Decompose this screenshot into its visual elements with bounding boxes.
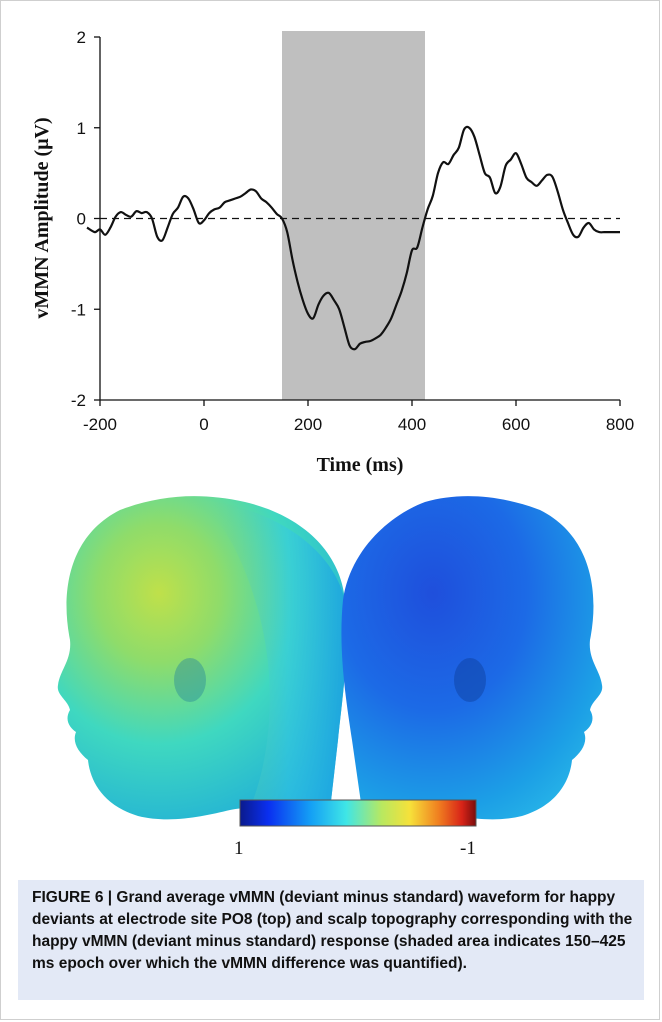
x-tick-label: 200 [294, 415, 322, 434]
y-tick-label: -2 [71, 391, 86, 410]
left-head-topography [57, 496, 347, 820]
y-tick-label: 0 [77, 210, 86, 229]
waveform-chart: 2 1 0 -1 -2 -200 0 200 400 600 800 vMMN Amplitude… [31, 28, 634, 476]
y-tick-label: 2 [77, 28, 86, 47]
x-tick-label: 400 [398, 415, 426, 434]
x-tick-label: -200 [83, 415, 117, 434]
x-tick-label: 800 [606, 415, 634, 434]
y-tick-label: 1 [77, 119, 86, 138]
x-ticks: -200 0 200 400 600 800 [83, 400, 634, 434]
x-tick-label: 0 [199, 415, 208, 434]
y-tick-label: -1 [71, 300, 86, 319]
figure-caption: FIGURE 6 | Grand average vMMN (deviant m… [32, 889, 633, 972]
y-ticks: 2 1 0 -1 -2 [71, 28, 100, 410]
colorbar-right-label: -1 [460, 838, 476, 859]
colorbar [239, 799, 477, 827]
x-tick-label: 600 [502, 415, 530, 434]
caption-background [18, 880, 644, 1000]
right-head-topography [341, 496, 603, 820]
left-head-ear [174, 658, 206, 702]
x-axis-label: Time (ms) [317, 454, 404, 476]
shaded-epoch-region [282, 31, 425, 400]
colorbar-left-label: 1 [234, 838, 244, 859]
right-head-ear [454, 658, 486, 702]
y-axis-label: vMMN Amplitude (μV) [31, 117, 53, 318]
vmmn-waveform-line [86, 125, 620, 351]
scalp-topography-figure [57, 496, 603, 827]
